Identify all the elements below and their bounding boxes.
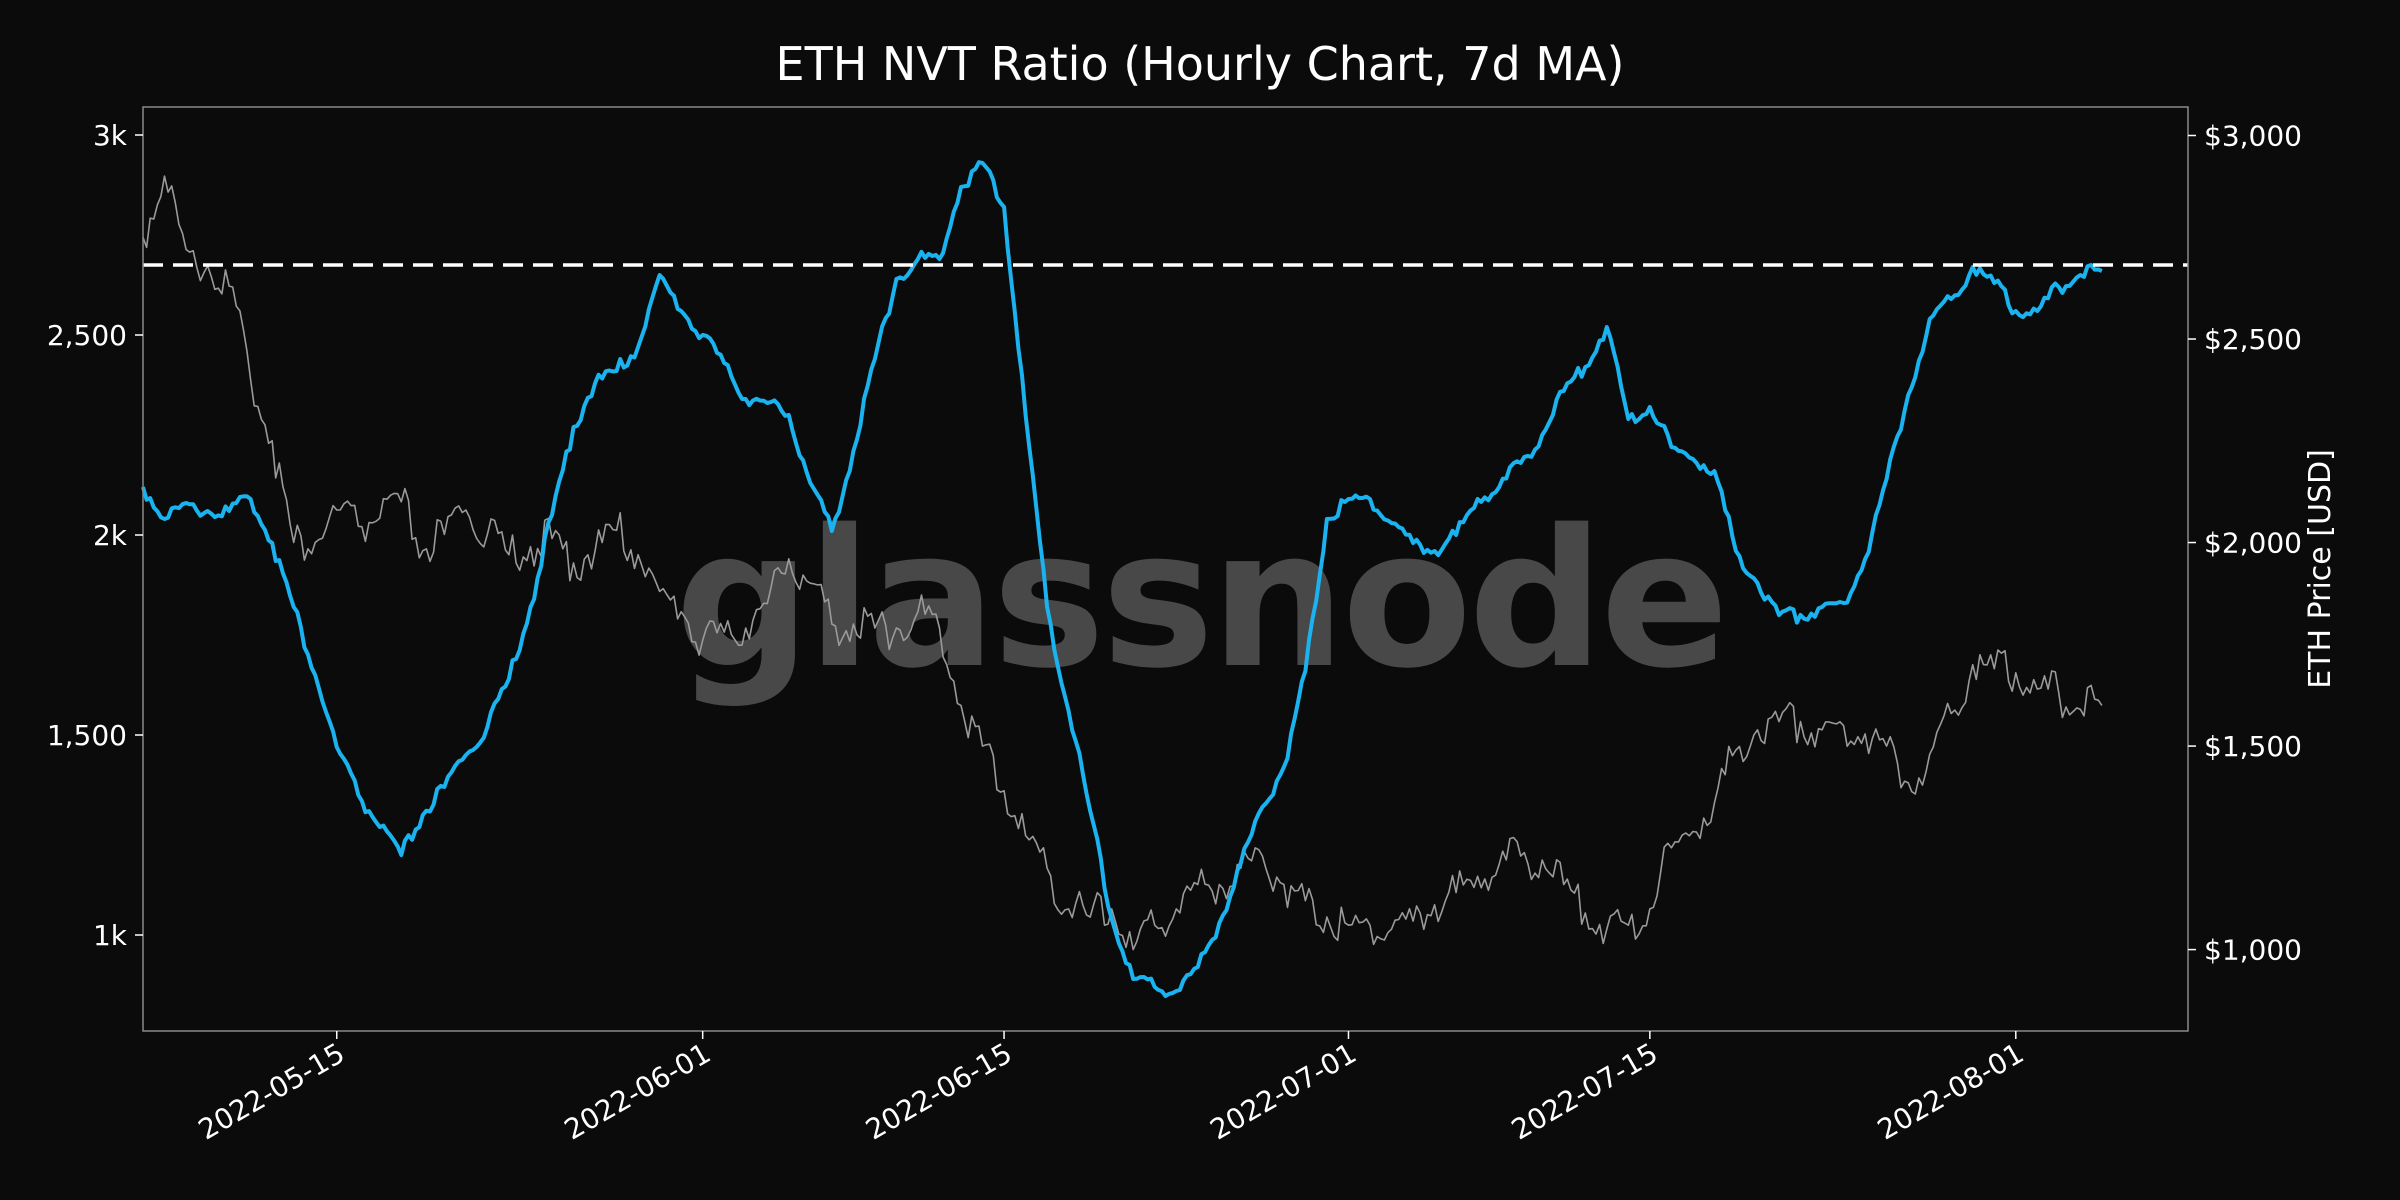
right-axis: $1,000 $1,500 $2,000 $2,500 $3,000: [2188, 119, 2302, 967]
chart-title: ETH NVT Ratio (Hourly Chart, 7d MA): [776, 37, 1625, 91]
left-tick-label: 1k: [93, 919, 128, 952]
right-tick-label: $1,500: [2204, 730, 2302, 763]
right-axis-label: ETH Price [USD]: [2303, 449, 2338, 689]
right-tick-label: $1,000: [2204, 934, 2302, 967]
series-layer: [141, 160, 2103, 998]
right-tick-label: $3,000: [2204, 119, 2302, 152]
nvt-series-line: [141, 160, 2103, 998]
watermark: glassnode: [675, 489, 1725, 710]
left-tick-label: 2,500: [47, 319, 127, 352]
price-series-line: [142, 175, 2103, 951]
plot-frame: [142, 106, 2189, 1032]
left-tick-label: 1,500: [47, 719, 127, 752]
left-tick-label: 2k: [93, 519, 128, 552]
left-axis: 1k 1,500 2k 2,500 3k: [47, 119, 143, 952]
right-tick-label: $2,000: [2204, 527, 2302, 560]
right-tick-label: $2,500: [2204, 323, 2302, 356]
left-tick-label: 3k: [93, 119, 128, 152]
